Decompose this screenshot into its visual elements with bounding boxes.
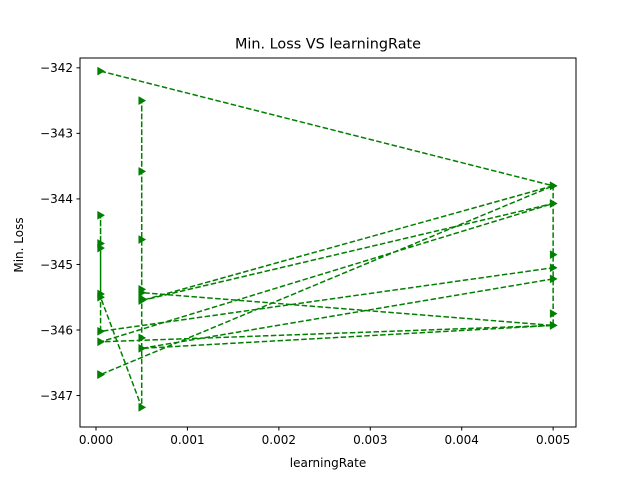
y-tick-label: −342 [40, 61, 73, 75]
y-axis: −347 −346 −345 −344 −343 −342 [40, 61, 80, 403]
data-point [549, 309, 558, 319]
data-point [549, 181, 558, 191]
data-point [549, 320, 558, 330]
y-tick-label: −347 [40, 389, 73, 403]
x-tick-label: 0.000 [79, 433, 113, 447]
plot-frame [79, 57, 577, 428]
data-point [97, 289, 106, 299]
data-point [138, 166, 147, 176]
data-point [97, 243, 106, 253]
data-point [138, 284, 147, 294]
y-tick-label: −343 [40, 127, 73, 141]
chart-title: Min. Loss VS learningRate [235, 37, 421, 53]
data-point [138, 96, 147, 106]
plot-area [97, 66, 558, 412]
data-point [138, 296, 147, 305]
data-point [138, 333, 147, 343]
data-point [97, 370, 106, 379]
x-axis-label: learningRate [290, 456, 366, 470]
x-tick-label: 0.005 [536, 433, 570, 447]
data-point [549, 199, 558, 208]
y-tick-label: −344 [40, 192, 73, 206]
data-point [549, 274, 558, 284]
data-point [97, 337, 106, 347]
data-point [549, 263, 558, 273]
x-tick-label: 0.002 [262, 433, 296, 447]
x-tick-label: 0.001 [170, 433, 204, 447]
data-point [138, 235, 147, 244]
x-axis: 0.000 0.001 0.002 0.003 0.004 0.005 [79, 427, 570, 447]
y-axis-label: Min. Loss [12, 217, 26, 272]
y-tick-label: −345 [40, 258, 73, 272]
data-point [138, 343, 147, 353]
data-point [138, 402, 147, 412]
data-point [97, 66, 106, 76]
x-tick-label: 0.003 [353, 433, 387, 447]
series-line [99, 70, 554, 408]
data-point [549, 250, 558, 260]
data-point [97, 210, 106, 220]
y-tick-label: −346 [40, 323, 73, 337]
data-point [97, 326, 106, 336]
x-tick-label: 0.004 [445, 433, 479, 447]
